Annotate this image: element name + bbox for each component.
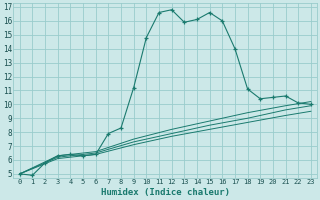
X-axis label: Humidex (Indice chaleur): Humidex (Indice chaleur): [101, 188, 230, 197]
